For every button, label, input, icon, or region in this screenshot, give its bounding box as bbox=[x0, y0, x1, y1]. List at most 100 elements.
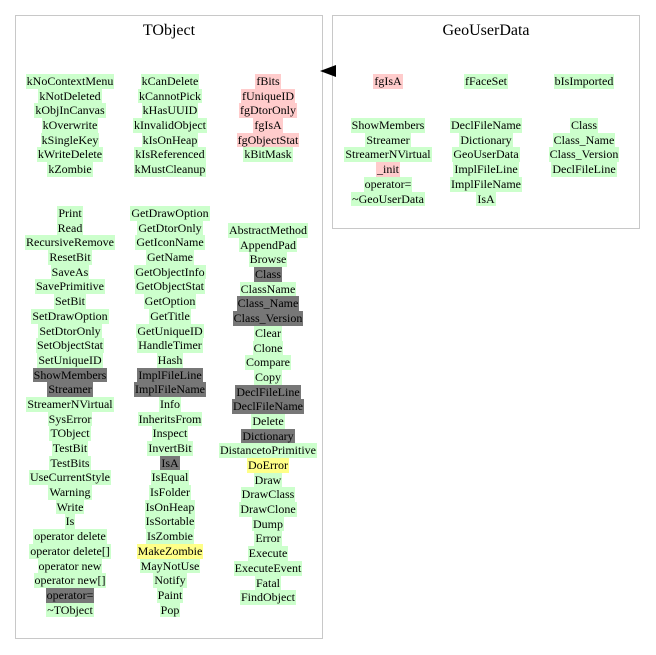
member-item: TestBits bbox=[49, 455, 91, 471]
member-item: kMustCleanup bbox=[133, 162, 207, 177]
member-item: kInvalidObject bbox=[133, 118, 207, 133]
member-item: Execute bbox=[247, 546, 289, 561]
tobject-method-column-1: Print Read RecursiveRemove ResetBit SaveAs Sa… bbox=[20, 206, 120, 618]
geouserdata-column-3: bIsImported Class Class_Name Class_Version D… bbox=[534, 74, 634, 177]
member-item: SavePrimitive bbox=[35, 279, 105, 295]
member-item: ~GeoUserData bbox=[351, 191, 425, 207]
member-item: ResetBit bbox=[48, 250, 92, 265]
member-item: operator new[] bbox=[33, 573, 107, 588]
member-item: DeclFileName bbox=[450, 118, 522, 133]
member-item: Streamer bbox=[47, 382, 93, 397]
member-item: SaveAs bbox=[50, 264, 90, 280]
member-item: Warning bbox=[48, 485, 92, 500]
member-item: InvertBit bbox=[147, 441, 193, 456]
member-item: Error bbox=[254, 531, 282, 547]
member-item: Class_Name bbox=[552, 132, 616, 148]
member-item: Hash bbox=[156, 352, 184, 368]
member-item: operator delete[] bbox=[29, 543, 111, 559]
member-item: IsFolder bbox=[149, 485, 191, 500]
member-item: fgDtorOnly bbox=[239, 103, 297, 119]
member-item: Class bbox=[253, 267, 282, 282]
tobject-enum-column-2: kCanDelete kCannotPick kHasUUID kInvalidObj… bbox=[120, 74, 220, 177]
member-item: DeclFileLine bbox=[551, 162, 617, 177]
geouserdata-column-2: fFaceSet DeclFileName Dictionary GeoUserDat… bbox=[436, 74, 536, 207]
member-item: kIsReferenced bbox=[134, 147, 206, 163]
member-item: InheritsFrom bbox=[137, 411, 203, 427]
member-item: Class bbox=[569, 118, 598, 133]
member-item: IsOnHeap bbox=[144, 499, 196, 515]
member-item: IsA bbox=[160, 455, 180, 471]
member-item: Paint bbox=[156, 587, 184, 603]
member-item: kIsOnHeap bbox=[141, 132, 199, 148]
member-item: GeoUserData bbox=[452, 147, 520, 163]
member-item: Dictionary bbox=[459, 132, 513, 148]
member-item: Browse bbox=[248, 252, 288, 268]
tobject-member-column: fBits fUniqueID fgDtorOnly fgIsA fgObjectSta… bbox=[218, 74, 318, 163]
member-item: MakeZombie bbox=[136, 543, 204, 559]
member-item: ImplFileLine bbox=[137, 367, 203, 383]
member-item: bIsImported bbox=[553, 74, 615, 89]
tobject-method-column-2: GetDrawOption GetDtorOnly GetIconName GetNa… bbox=[120, 206, 220, 618]
member-item: Fatal bbox=[255, 575, 281, 591]
member-item: kWriteDelete bbox=[36, 147, 104, 163]
member-item: fBits bbox=[255, 74, 281, 89]
member-item: kSingleKey bbox=[40, 132, 100, 148]
member-item: operator= bbox=[363, 176, 413, 192]
member-item: GetDtorOnly bbox=[137, 220, 203, 236]
member-item: HandleTimer bbox=[137, 338, 203, 353]
member-item: fUniqueID bbox=[241, 88, 295, 104]
member-item: fFaceSet bbox=[464, 74, 508, 89]
member-item: Dump bbox=[252, 516, 284, 532]
member-item: SetBit bbox=[53, 294, 86, 309]
member-item: kCannotPick bbox=[138, 88, 202, 104]
member-item: Read bbox=[56, 220, 84, 236]
member-item: SetUniqueID bbox=[37, 352, 103, 368]
member-item: TObject bbox=[49, 426, 91, 441]
member-item: SysError bbox=[47, 411, 93, 427]
member-item: SetDtorOnly bbox=[38, 323, 102, 339]
member-item: ImplFileName bbox=[134, 382, 206, 397]
member-item: Class_Version bbox=[548, 147, 620, 163]
member-item: ImplFileName bbox=[450, 176, 522, 192]
member-item: Copy bbox=[253, 369, 282, 385]
tobject-enum-column-1: kNoContextMenu kNotDeleted kObjInCanvas kOv… bbox=[20, 74, 120, 177]
member-item: ImplFileLine bbox=[453, 162, 519, 177]
member-item: operator= bbox=[45, 587, 95, 603]
member-item: kNotDeleted bbox=[38, 88, 102, 104]
inheritance-arrow-icon bbox=[320, 65, 336, 77]
tobject-method-column-3: AbstractMethod AppendPad Browse Class ClassN… bbox=[215, 223, 321, 605]
member-item: kNoContextMenu bbox=[25, 74, 115, 89]
tobject-title: TObject bbox=[142, 22, 196, 39]
member-item: ShowMembers bbox=[32, 367, 108, 383]
member-item: FindObject bbox=[240, 590, 296, 605]
member-item: GetName bbox=[146, 250, 194, 265]
member-item: Class_Name bbox=[236, 296, 300, 312]
member-item: AbstractMethod bbox=[228, 223, 308, 238]
member-item: kZombie bbox=[47, 162, 93, 177]
member-item: kCanDelete bbox=[140, 74, 200, 89]
member-item: Inspect bbox=[151, 426, 189, 441]
member-item: StreamerNVirtual bbox=[344, 147, 432, 163]
member-item: fgObjectStat bbox=[236, 132, 300, 148]
member-item: Clear bbox=[254, 325, 282, 341]
member-item: IsSortable bbox=[144, 514, 196, 530]
member-item: kObjInCanvas bbox=[34, 103, 106, 119]
member-item: Info bbox=[159, 396, 181, 412]
member-item: Print bbox=[57, 206, 83, 221]
member-item: GetDrawOption bbox=[130, 206, 210, 221]
member-item: IsZombie bbox=[146, 529, 194, 544]
member-item: DistancetoPrimitive bbox=[219, 443, 317, 458]
member-item: kOverwrite bbox=[41, 118, 99, 133]
member-item: _init bbox=[375, 162, 400, 177]
member-item: DoError bbox=[247, 458, 289, 473]
member-item: UseCurrentStyle bbox=[29, 470, 111, 486]
member-item: GetIconName bbox=[135, 235, 205, 251]
member-item: Clone bbox=[252, 340, 284, 356]
member-item: ExecuteEvent bbox=[233, 560, 303, 576]
member-item: ShowMembers bbox=[350, 118, 426, 133]
member-item: DrawClone bbox=[239, 502, 297, 517]
member-item: Dictionary bbox=[241, 428, 295, 444]
member-item: Class_Version bbox=[232, 311, 304, 326]
member-item: TestBit bbox=[51, 441, 89, 456]
member-item: operator new bbox=[37, 558, 103, 574]
